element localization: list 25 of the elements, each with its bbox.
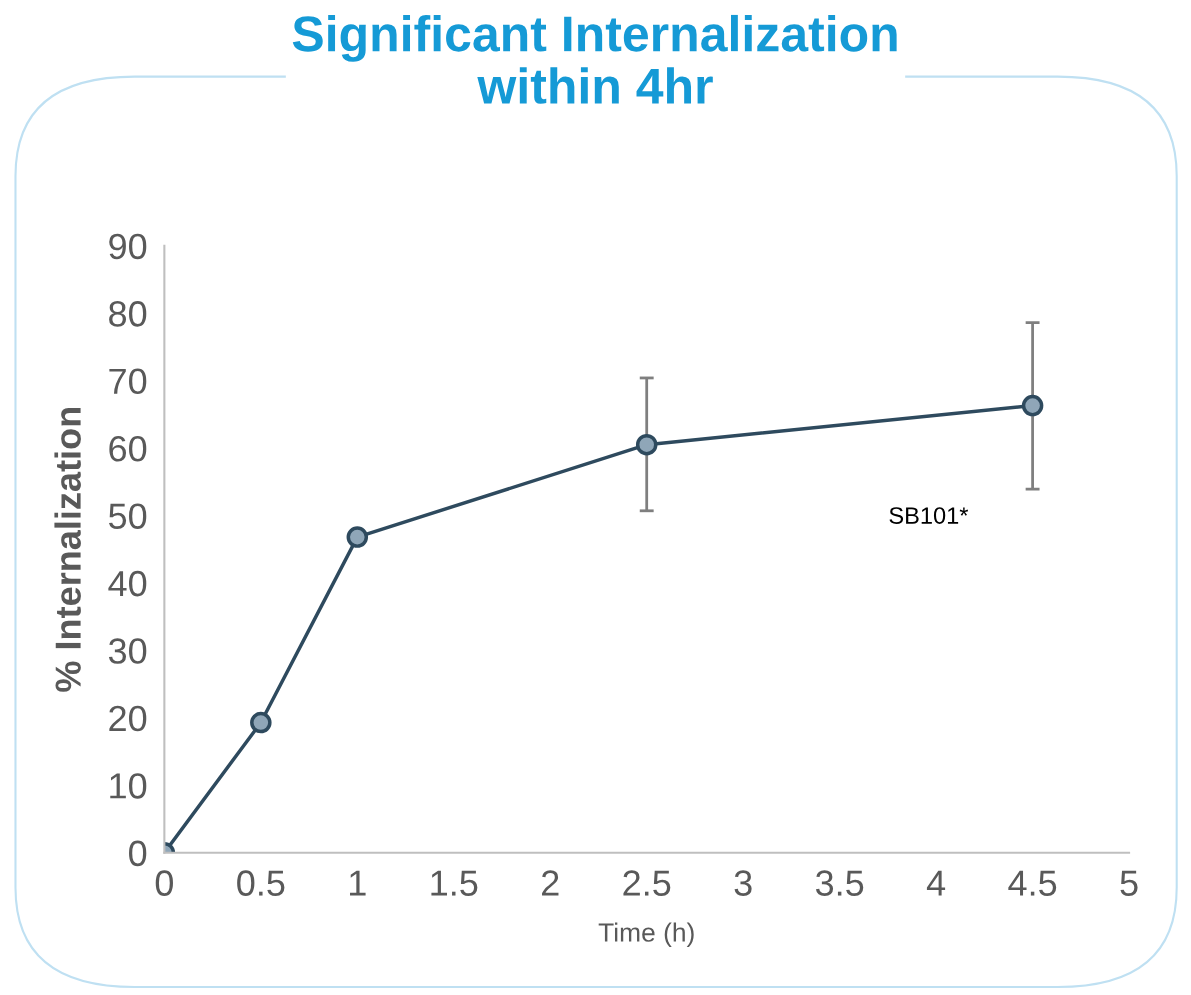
x-tick-label: 4 [926,870,946,896]
text: SB101* [889,507,969,524]
x-tick-label: 3.5 [815,870,864,896]
y-tick-label: 60 [109,435,147,462]
x-tick-label: 1.5 [431,870,478,896]
y-tick-label: 40 [108,570,147,597]
y-tick-label: 10 [110,773,147,799]
x-tick-label: 4.5 [1008,870,1057,896]
y-axis-title: % Internalization [54,408,81,692]
x-tick-label: 5 [1120,870,1138,896]
x-tick-label: 0.5 [237,870,285,896]
y-tick-label: 20 [109,705,147,732]
x-tick-label: 2.5 [623,870,671,896]
y-tick-label: 80 [109,301,147,327]
x-tick-label: 0 [155,870,173,896]
chart-title: Significant Internalization within 4hr [292,14,897,104]
y-tick-label: 50 [108,503,147,529]
x-tick-label: 1 [350,870,366,896]
x-tick-label: 3 [734,870,752,896]
y-tick-label: 0 [129,840,147,867]
y-tick-label: 70 [109,368,147,395]
y-tick-label: 90 [109,233,147,260]
x-tick-label: 2 [542,870,559,896]
x-axis-title: Time (h) [598,922,694,948]
y-tick-label: 30 [108,638,147,664]
